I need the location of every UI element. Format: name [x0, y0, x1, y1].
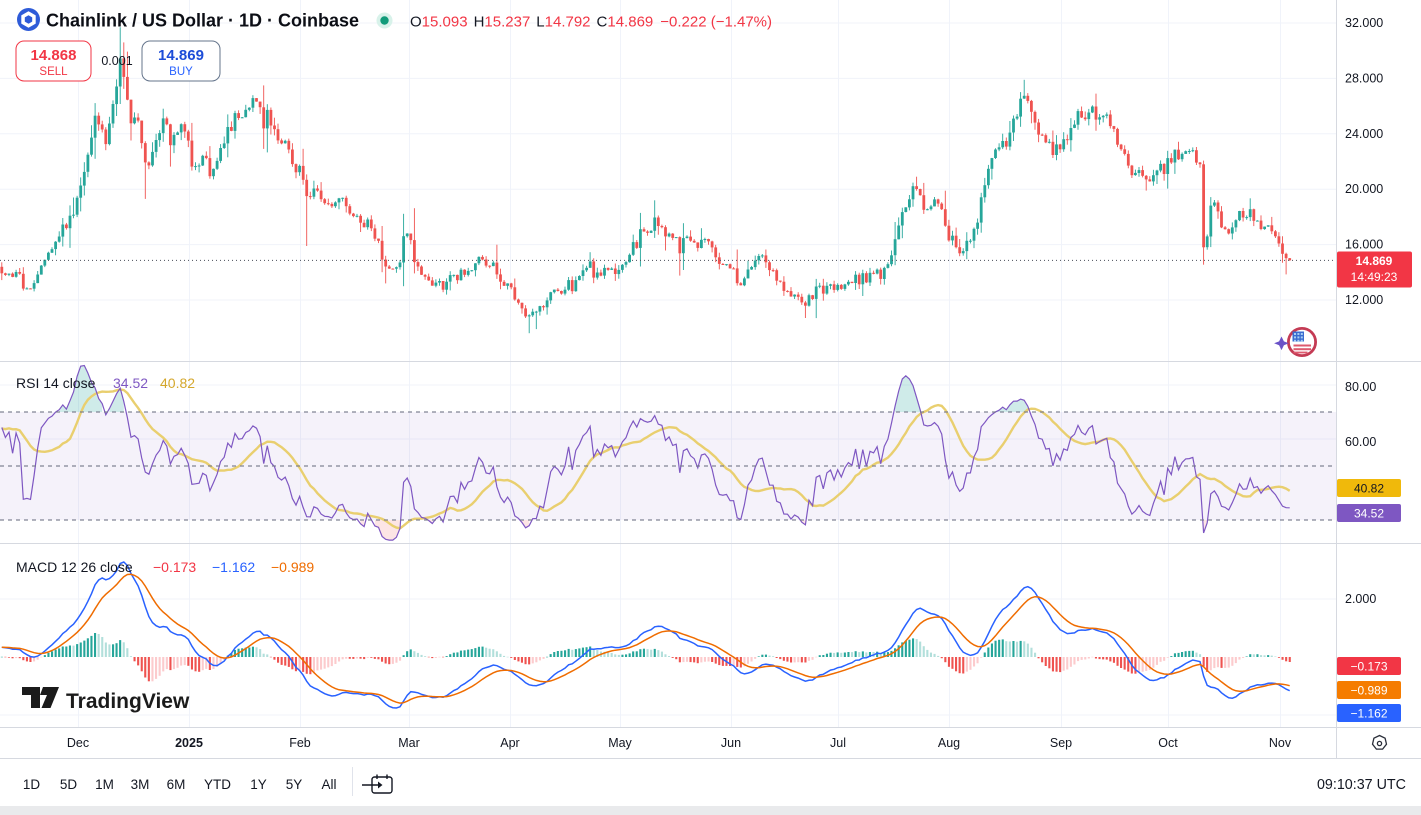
svg-text:24.000: 24.000: [1345, 127, 1383, 141]
svg-text:May: May: [608, 736, 632, 750]
svg-text:80.00: 80.00: [1345, 380, 1376, 394]
svg-text:Oct: Oct: [1158, 736, 1178, 750]
svg-text:09:10:37 UTC: 09:10:37 UTC: [1317, 777, 1406, 793]
svg-text:60.00: 60.00: [1345, 435, 1376, 449]
svg-text:−0.173: −0.173: [153, 559, 196, 575]
svg-text:BUY: BUY: [169, 66, 193, 78]
svg-text:14.869: 14.869: [158, 47, 204, 64]
svg-text:40.82: 40.82: [160, 375, 195, 391]
svg-text:34.52: 34.52: [1354, 507, 1384, 521]
svg-text:1M: 1M: [95, 777, 114, 792]
svg-text:14.868: 14.868: [31, 47, 77, 64]
svg-text:Sep: Sep: [1050, 736, 1072, 750]
svg-text:32.000: 32.000: [1345, 16, 1383, 30]
svg-text:5D: 5D: [60, 777, 78, 792]
svg-text:SELL: SELL: [39, 66, 68, 78]
svg-text:MACD 12 26 close: MACD 12 26 close: [16, 559, 133, 575]
svg-text:Apr: Apr: [500, 736, 519, 750]
svg-text:40.82: 40.82: [1354, 482, 1384, 496]
svg-text:2025: 2025: [175, 736, 203, 750]
svg-text:YTD: YTD: [204, 777, 231, 792]
svg-text:Aug: Aug: [938, 736, 960, 750]
svg-text:14.869: 14.869: [1356, 254, 1393, 268]
svg-text:12.000: 12.000: [1345, 293, 1383, 307]
svg-text:34.52: 34.52: [113, 375, 148, 391]
svg-text:−0.989: −0.989: [1350, 684, 1387, 698]
svg-text:Feb: Feb: [289, 736, 311, 750]
svg-text:3M: 3M: [131, 777, 150, 792]
svg-text:−1.162: −1.162: [1350, 707, 1387, 721]
svg-text:1Y: 1Y: [250, 777, 267, 792]
svg-text:Dec: Dec: [67, 736, 89, 750]
svg-text:Jul: Jul: [830, 736, 846, 750]
svg-text:14:49:23: 14:49:23: [1351, 270, 1398, 284]
svg-text:20.000: 20.000: [1345, 182, 1383, 196]
svg-text:1D: 1D: [23, 777, 41, 792]
svg-text:16.000: 16.000: [1345, 238, 1383, 252]
svg-text:RSI 14 close: RSI 14 close: [16, 375, 96, 391]
svg-text:Nov: Nov: [1269, 736, 1292, 750]
svg-text:2.000: 2.000: [1345, 592, 1376, 606]
svg-text:Chainlink / US Dollar · 1D · C: Chainlink / US Dollar · 1D · Coinbase: [46, 11, 359, 31]
svg-text:6M: 6M: [167, 777, 186, 792]
svg-text:TradingView: TradingView: [66, 690, 190, 713]
svg-text:−1.162: −1.162: [212, 559, 255, 575]
svg-text:−0.173: −0.173: [1350, 660, 1387, 674]
svg-text:All: All: [321, 777, 336, 792]
svg-text:0.001: 0.001: [101, 54, 132, 68]
svg-text:5Y: 5Y: [286, 777, 303, 792]
svg-text:−0.989: −0.989: [271, 559, 314, 575]
svg-text:28.000: 28.000: [1345, 71, 1383, 85]
svg-text:Mar: Mar: [398, 736, 420, 750]
svg-text:Jun: Jun: [721, 736, 741, 750]
